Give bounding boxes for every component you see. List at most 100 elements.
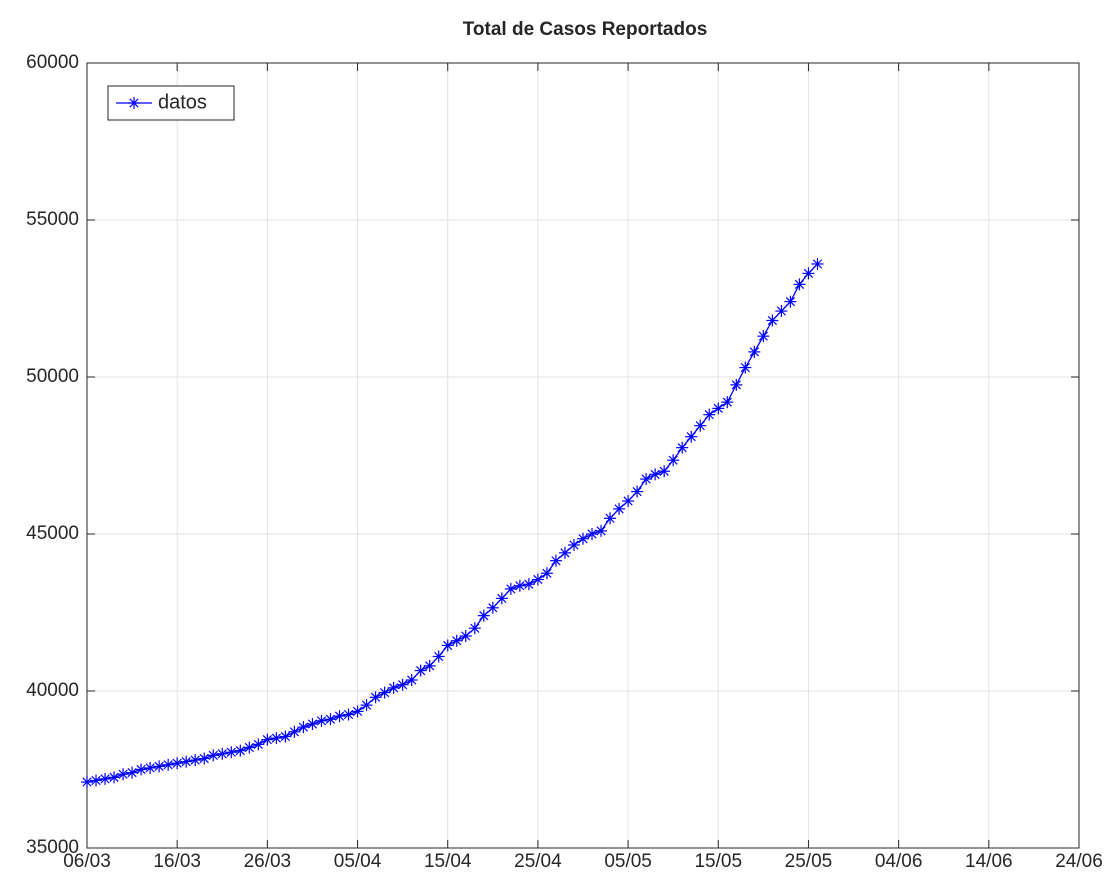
- data-point: [567, 538, 580, 551]
- data-point: [522, 578, 535, 591]
- marker-stroke: [587, 529, 597, 539]
- data-point: [351, 705, 364, 718]
- data-point: [99, 772, 112, 785]
- data-point: [513, 579, 526, 592]
- data-point: [306, 717, 319, 730]
- data-point: [486, 601, 499, 614]
- data-point: [153, 760, 166, 773]
- data-point: [730, 378, 743, 391]
- data-point: [387, 681, 400, 694]
- data-point: [378, 686, 391, 699]
- plot-frame: [86, 62, 1080, 849]
- marker-stroke: [235, 746, 245, 756]
- marker-stroke: [704, 410, 714, 420]
- marker-stroke: [677, 443, 687, 453]
- marker-stroke: [316, 716, 327, 726]
- marker-stroke: [749, 347, 759, 357]
- data-point: [595, 524, 608, 537]
- data-point: [450, 634, 463, 647]
- marker-stroke: [551, 556, 561, 566]
- marker-stroke: [668, 455, 678, 465]
- marker-stroke: [434, 651, 444, 662]
- marker-stroke: [253, 739, 263, 750]
- data-point: [207, 749, 220, 762]
- data-point: [216, 747, 229, 760]
- marker-stroke: [740, 362, 750, 373]
- marker-stroke: [794, 279, 805, 289]
- marker-stroke: [533, 574, 543, 585]
- marker-stroke: [388, 683, 399, 693]
- marker-stroke: [181, 757, 191, 767]
- data-point: [108, 771, 121, 784]
- marker-stroke: [129, 98, 139, 108]
- y-tick-label: 60000: [26, 52, 79, 73]
- marker-stroke: [425, 661, 435, 671]
- marker-stroke: [812, 259, 823, 269]
- data-point: [162, 758, 175, 771]
- marker-stroke: [307, 719, 318, 729]
- data-point: [243, 741, 256, 754]
- data-point: [775, 305, 788, 318]
- data-point: [811, 257, 824, 270]
- legend-label: datos: [158, 91, 207, 113]
- marker-stroke: [506, 584, 516, 594]
- marker-stroke: [569, 540, 579, 550]
- data-point: [117, 768, 130, 781]
- data-point: [577, 532, 589, 545]
- y-tick-label: 45000: [26, 523, 79, 544]
- marker-stroke: [407, 675, 417, 685]
- data-point: [369, 691, 382, 704]
- data-point: [667, 454, 680, 467]
- data-point: [279, 730, 292, 743]
- data-point: [784, 295, 797, 308]
- marker-stroke: [289, 727, 300, 737]
- marker-stroke: [118, 769, 128, 779]
- data-point: [802, 267, 815, 280]
- data-point: [180, 755, 193, 768]
- marker-stroke: [479, 611, 489, 621]
- marker-stroke: [542, 568, 552, 578]
- x-tick-label: 15/05: [694, 851, 742, 872]
- data-point: [234, 744, 247, 757]
- x-tick-label: 25/05: [785, 851, 833, 872]
- data-point: [658, 465, 671, 478]
- data-point: [144, 761, 157, 774]
- data-point: [459, 630, 472, 643]
- y-tick-label: 55000: [26, 209, 79, 230]
- marker-stroke: [686, 432, 696, 442]
- data-point: [360, 699, 373, 712]
- legend-marker: [128, 97, 140, 109]
- data-point: [757, 330, 770, 343]
- data-point: [604, 512, 617, 525]
- data-point: [477, 609, 490, 622]
- data-point: [549, 554, 562, 567]
- marker-stroke: [109, 772, 119, 782]
- data-point: [631, 485, 644, 498]
- x-tick-label: 06/03: [63, 851, 111, 872]
- marker-stroke: [776, 306, 787, 316]
- marker-stroke: [244, 742, 254, 753]
- data-point: [342, 708, 355, 721]
- marker-stroke: [136, 764, 146, 775]
- data-point: [126, 766, 139, 779]
- marker-stroke: [659, 466, 669, 476]
- data-point: [171, 757, 184, 770]
- marker-stroke: [497, 593, 507, 603]
- data-point: [270, 732, 283, 745]
- data-point: [721, 396, 734, 409]
- marker-stroke: [163, 760, 173, 770]
- marker-stroke: [461, 631, 471, 641]
- marker-stroke: [325, 714, 336, 724]
- data-point: [423, 659, 436, 672]
- marker-stroke: [785, 297, 796, 307]
- data-point: [288, 725, 301, 738]
- x-tick-label: 25/04: [514, 851, 562, 872]
- chart-title: Total de Casos Reportados: [463, 19, 708, 40]
- marker-stroke: [343, 709, 354, 720]
- marker-stroke: [298, 722, 309, 732]
- data-point: [531, 573, 544, 586]
- marker-stroke: [524, 579, 534, 589]
- marker-stroke: [623, 496, 633, 506]
- data-point: [676, 441, 689, 454]
- data-point: [468, 622, 481, 635]
